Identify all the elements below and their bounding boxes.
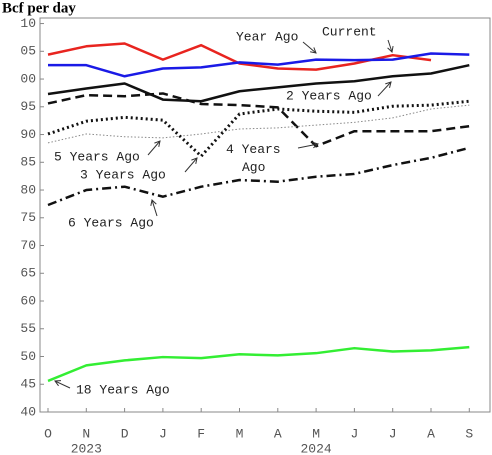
y-tick-label: 45	[20, 377, 36, 392]
series-annotation: 5 Years Ago	[54, 149, 140, 164]
y-tick-label: 65	[20, 266, 36, 281]
x-tick-label: J	[389, 426, 397, 441]
x-tick-label: M	[236, 426, 244, 441]
annotation-arrow	[147, 140, 161, 156]
annotation-arrow	[297, 143, 319, 149]
series-annotation: 4 Years Ago	[226, 142, 281, 175]
year-label: 2024	[300, 441, 331, 455]
x-tick-label: A	[427, 426, 435, 441]
annotation-arrow	[387, 39, 393, 53]
series-line	[47, 345, 470, 383]
x-tick-label: J	[350, 426, 358, 441]
y-tick-label: 80	[20, 182, 36, 197]
series-line	[48, 52, 470, 78]
series-annotation: Year Ago	[236, 29, 298, 44]
y-tick-label: 95	[20, 99, 36, 114]
x-tick-label: A	[274, 426, 282, 441]
arrow-head	[312, 141, 320, 149]
x-tick-label: M	[312, 426, 320, 441]
arrow-head	[150, 199, 157, 206]
plot-frame	[39, 17, 491, 413]
arrow-head	[310, 47, 317, 54]
y-tick-label: 40	[20, 404, 36, 419]
y-tick-label: 55	[20, 321, 36, 336]
x-tick-label: N	[82, 426, 90, 441]
x-tick-label: O	[44, 426, 52, 441]
series-line	[47, 92, 470, 148]
series-annotation: 6 Years Ago	[68, 215, 154, 230]
annotation-arrow	[377, 81, 392, 97]
series-line	[47, 63, 470, 103]
arrow-head	[154, 140, 161, 147]
series-line	[47, 42, 432, 71]
y-tick-label: 85	[20, 155, 36, 170]
chart-title: Bcf per day	[2, 0, 76, 16]
x-tick-label: S	[465, 426, 473, 441]
x-tick-label: D	[121, 426, 129, 441]
y-tick-label: 90	[20, 127, 36, 142]
annotation-arrow	[151, 199, 158, 217]
y-tick-label: 70	[20, 238, 36, 253]
series-line	[47, 104, 470, 144]
arrow-head	[191, 157, 198, 164]
y-tick-label: 10	[20, 16, 36, 31]
x-tick-label: J	[159, 426, 167, 441]
y-tick-label: 50	[20, 349, 36, 364]
series-annotation: 2 Years Ago	[286, 88, 372, 103]
annotation-arrow	[302, 41, 317, 54]
arrow-head	[54, 380, 62, 387]
x-tick-label: F	[197, 426, 205, 441]
y-tick-label: 05	[20, 44, 36, 59]
y-tick-label: 75	[20, 210, 36, 225]
y-tick-label: 60	[20, 293, 36, 308]
series-annotation: 3 Years Ago	[80, 167, 166, 182]
y-tick-label: 00	[20, 71, 36, 86]
series-line	[47, 99, 470, 158]
series-annotation: 18 Years Ago	[76, 382, 170, 397]
series-line	[47, 146, 470, 207]
annotation-arrow	[54, 380, 71, 389]
arrow-head	[387, 46, 394, 53]
annotation-arrow	[184, 157, 198, 173]
year-label: 2023	[71, 441, 102, 455]
series-annotation: Current	[322, 24, 377, 39]
arrow-head	[385, 81, 392, 88]
